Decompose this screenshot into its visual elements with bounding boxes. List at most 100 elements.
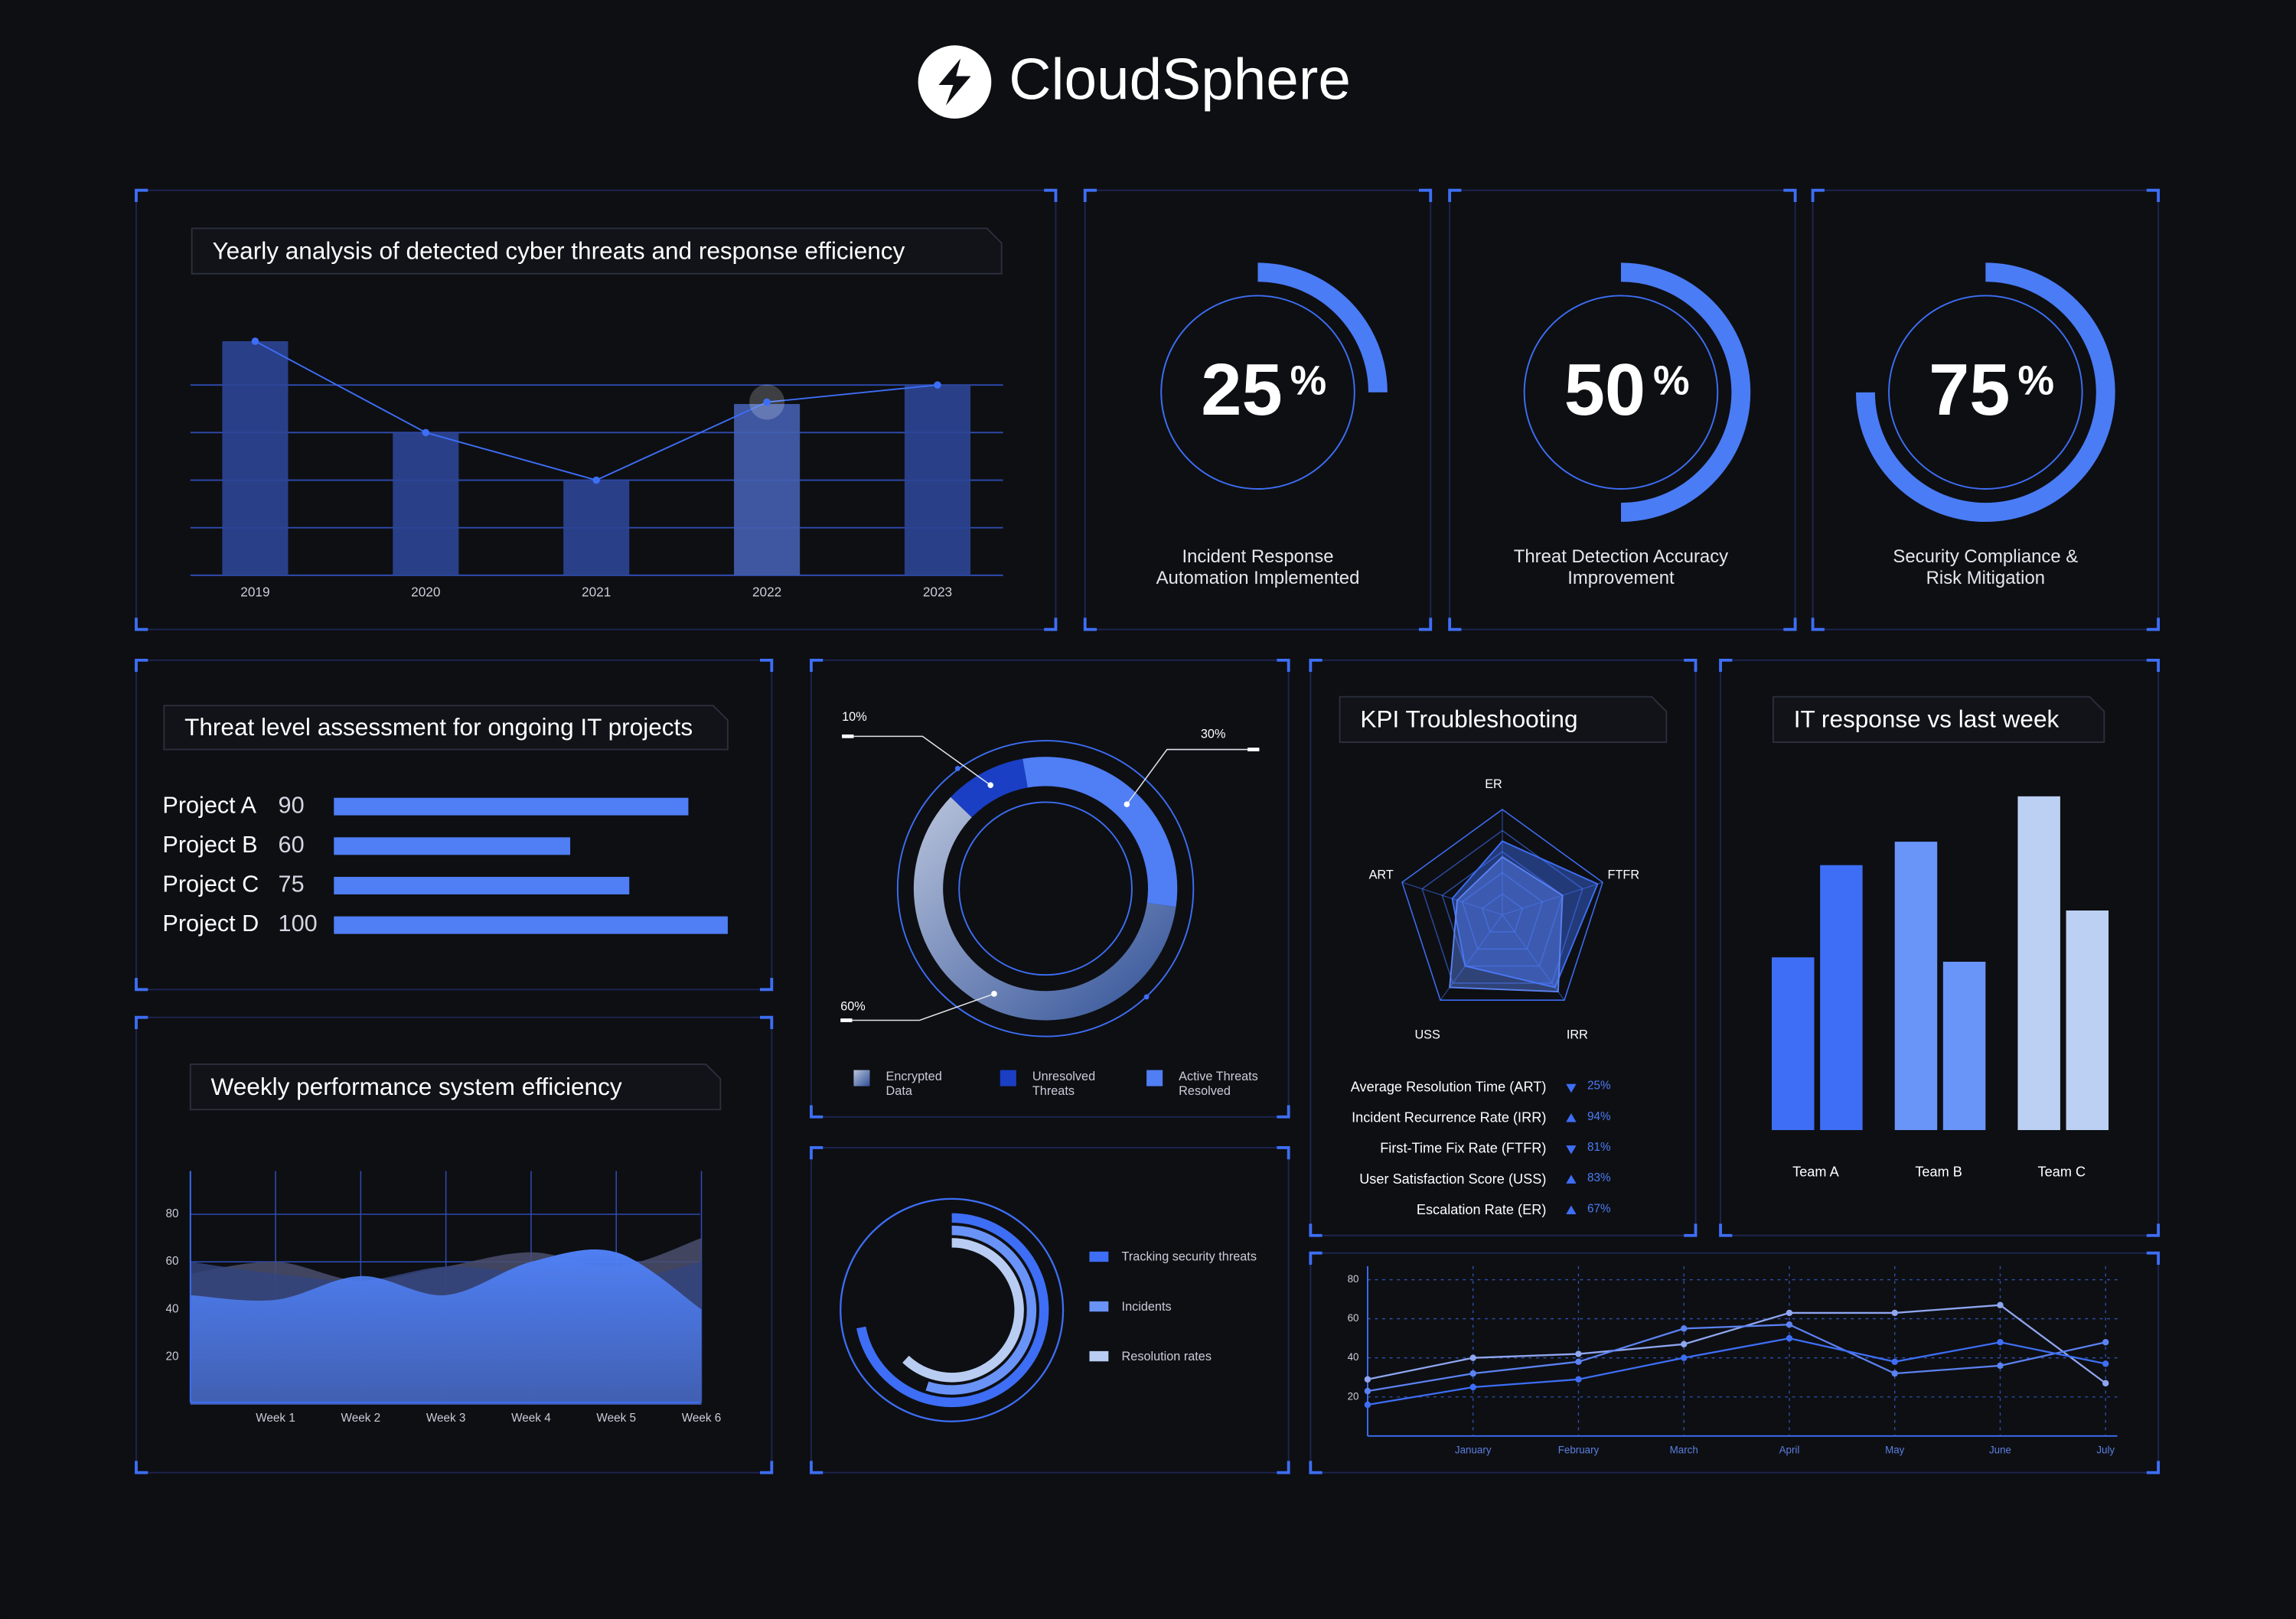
leader-line [1126,748,1260,805]
y-tick-label: 60 [165,1255,178,1268]
legend-label: Unresolved Threats [1032,1070,1096,1098]
gauge-label: Improvement [1567,568,1675,588]
x-tick-label: 2021 [582,584,611,599]
value-label: 90 [279,792,305,818]
x-tick-label: 2019 [240,584,269,599]
value-label: 60 [279,832,305,858]
gauge-label: Incident Response [1182,546,1333,567]
title-box [189,1063,722,1111]
x-tick-label: Week 4 [511,1412,551,1425]
kpi-label: Incident Recurrence Rate (IRR) [1352,1109,1546,1125]
radar-axis-label: ER [1485,777,1502,791]
panel [810,1146,1290,1474]
line-point [1786,1309,1793,1317]
panel-corner [135,188,1058,631]
line-point [934,381,941,389]
donut-segment [951,758,1028,818]
line-point [1997,1362,2004,1370]
panel-corner [1309,1251,2161,1474]
x-tick-label: Week 6 [682,1412,722,1425]
x-tick-label: June [1989,1445,2011,1456]
legend-item: Encrypted Data [886,1070,942,1097]
legend-label: Tracking security threats [1122,1250,1257,1264]
gauge-unit: % [1653,358,1690,403]
line-point [1364,1376,1371,1383]
radar-area [1449,855,1564,993]
bar [1894,842,1938,1130]
panel [1084,189,1432,630]
title-box [163,705,729,751]
line-point [1364,1387,1371,1395]
line-point [1575,1376,1582,1383]
gauge-ring [1523,295,1719,490]
line-point [1997,1301,2004,1308]
kpi-label: User Satisfaction Score (USS) [1359,1171,1546,1187]
gauge-unit: % [2017,358,2054,403]
line [1367,1304,2106,1384]
panel-corner [1448,188,1797,631]
kpi-trend [1566,1112,1577,1122]
panel [1812,189,2160,630]
legend-item: Active Threats Resolved [1179,1070,1258,1098]
leader-dot [1124,801,1130,808]
x-tick-label: 2020 [411,584,440,599]
x-tick-label: Team C [2038,1164,2086,1179]
panel [1449,189,1796,630]
panel [810,659,1290,1118]
line-point [1997,1339,2004,1346]
radar-axis [1440,914,1503,1001]
x-tick-label: 2023 [923,584,952,599]
value-label: 30% [1201,728,1226,741]
line-point [1891,1309,1898,1317]
kpi-label: Escalation Rate (ER) [1417,1202,1547,1217]
gauge-value: 75 [1929,349,2010,431]
donut-outer-ring [896,740,1195,1038]
gauge-arc [1257,262,1388,393]
kpi-label: Average Resolution Time (ART) [1351,1079,1547,1094]
panel-corner [135,1015,774,1474]
panel [135,1016,773,1474]
legend-label: Active Threats Resolved [1179,1070,1258,1098]
donut-segment [1022,757,1178,907]
panel-corner [1309,658,1698,1237]
x-tick-label: Week 3 [426,1412,466,1425]
line-point [1786,1334,1793,1342]
line-point [1681,1340,1688,1348]
leader-dot [991,991,997,997]
legend-swatch [1089,1301,1109,1312]
x-tick-label: 2022 [752,584,781,599]
leader-line [842,735,991,786]
panel-corner [1719,658,2161,1237]
bar [393,432,459,575]
radar-grid [1441,851,1564,967]
kpi-trend [1566,1145,1577,1155]
bar [334,877,630,894]
legend-label: Incidents [1122,1300,1172,1314]
bar [2066,910,2109,1130]
kpi-trend [1566,1205,1577,1214]
y-tick-label: 40 [165,1302,178,1315]
kpi-value: 25% [1587,1080,1611,1093]
radar-axis [1502,914,1565,1001]
gauge-arc [1620,262,1751,523]
area [190,1249,702,1405]
line-point [2102,1360,2109,1367]
radar-area [1451,840,1599,989]
line-point [1786,1321,1793,1328]
line-point [1469,1383,1476,1391]
x-tick-label: January [1455,1445,1492,1456]
kpi-value: 94% [1587,1110,1611,1123]
line-point [1891,1370,1898,1377]
gauge-label: Security Compliance & [1893,546,2078,567]
kpi-trend [1566,1083,1577,1093]
panel-corner [1083,188,1433,631]
legend-swatch [1146,1070,1163,1086]
gauge-ring [1888,295,2083,490]
x-tick-label: February [1558,1445,1600,1456]
x-tick-label: Team A [1792,1164,1839,1179]
radial-bar [925,1225,1037,1395]
title-box [1772,695,2105,743]
category-label: Project B [162,832,257,858]
line-point [2102,1380,2109,1387]
